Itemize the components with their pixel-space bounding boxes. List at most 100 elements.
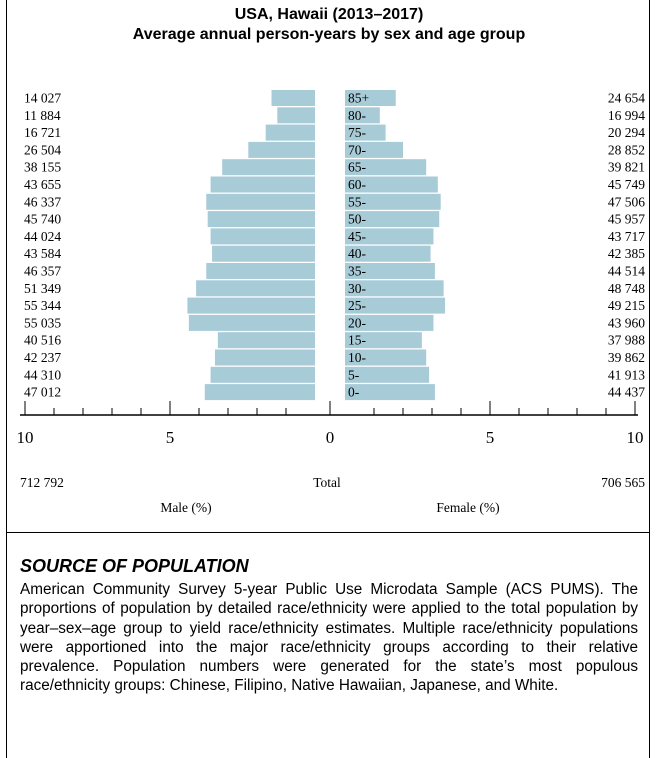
male-bar (206, 193, 315, 210)
female-bar (345, 314, 434, 331)
male-bar (248, 141, 315, 158)
female-bar (345, 159, 427, 176)
male-count-label: 38 155 (24, 160, 61, 175)
female-count-label: 44 514 (608, 264, 645, 279)
female-count-label: 47 506 (608, 194, 645, 209)
male-count-label: 11 884 (24, 108, 61, 123)
age-group-label: 15- (348, 333, 367, 348)
female-bar (345, 228, 434, 245)
male-count-label: 46 337 (24, 194, 61, 209)
age-group-label: 80- (348, 108, 367, 123)
male-count-label: 43 655 (24, 177, 61, 192)
male-bar (217, 332, 315, 349)
female-total: 706 565 (601, 475, 645, 490)
source-text: American Community Survey 5-year Public … (20, 581, 638, 695)
female-count-label: 37 988 (608, 333, 645, 348)
male-bar (207, 211, 315, 228)
male-bar (277, 107, 315, 124)
population-pyramid: 85+ 14 027 24 654 80- 11 884 16 994 75- 16 721 2… (17, 90, 645, 515)
female-bar (345, 211, 440, 228)
age-group-label: 20- (348, 315, 367, 330)
female-count-label: 39 862 (608, 350, 645, 365)
age-group-label: 10- (348, 350, 367, 365)
female-count-label: 45 749 (608, 177, 645, 192)
female-bar (345, 366, 430, 383)
female-count-label: 28 852 (608, 142, 645, 157)
female-axis-title: Female (%) (436, 500, 499, 515)
female-bar (345, 384, 435, 401)
female-bar (345, 193, 441, 210)
age-group-label: 55- (348, 194, 367, 209)
male-count-label: 44 024 (24, 229, 61, 244)
age-group-label: 70- (348, 142, 367, 157)
female-count-label: 39 821 (608, 160, 645, 175)
male-count-label: 55 035 (24, 315, 61, 330)
chart-frame (6, 0, 650, 533)
male-count-label: 43 584 (24, 246, 61, 261)
age-group-label: 30- (348, 281, 367, 296)
female-count-label: 44 437 (608, 385, 645, 400)
age-group-label: 35- (348, 264, 367, 279)
age-group-label: 45- (348, 229, 367, 244)
male-count-label: 40 516 (24, 333, 61, 348)
female-bar (345, 245, 431, 262)
male-count-label: 26 504 (24, 142, 61, 157)
male-bar (210, 228, 315, 245)
male-count-label: 42 237 (24, 350, 61, 365)
female-count-label: 41 913 (608, 367, 645, 382)
female-bar (345, 90, 396, 106)
source-heading: SOURCE OF POPULATION (20, 556, 249, 576)
age-group-label: 65- (348, 160, 367, 175)
male-bar (188, 314, 315, 331)
female-bar (345, 297, 446, 314)
female-bar (345, 141, 403, 158)
female-bar (345, 280, 444, 297)
age-group-label: 40- (348, 246, 367, 261)
male-total: 712 792 (20, 475, 64, 490)
x-tick-label: 10 (627, 428, 644, 447)
female-bar (345, 349, 427, 366)
male-count-label: 51 349 (24, 281, 61, 296)
male-bar (271, 90, 315, 106)
male-count-label: 14 027 (24, 91, 61, 106)
male-bar (212, 245, 315, 262)
male-bar (206, 263, 315, 279)
male-count-label: 55 344 (24, 298, 61, 313)
male-count-label: 46 357 (24, 264, 61, 279)
male-count-label: 16 721 (24, 125, 61, 140)
female-bar (345, 176, 438, 193)
female-count-label: 49 215 (608, 298, 645, 313)
chart-title: USA, Hawaii (2013–2017) (234, 6, 424, 23)
total-label: Total (313, 475, 341, 490)
male-count-label: 47 012 (24, 385, 61, 400)
age-group-label: 0- (348, 385, 360, 400)
male-bar (210, 366, 315, 383)
age-group-label: 60- (348, 177, 367, 192)
male-bar (210, 176, 315, 193)
age-group-label: 85+ (348, 91, 369, 106)
age-group-label: 5- (348, 367, 360, 382)
male-bar (196, 280, 315, 297)
x-tick-label: 10 (17, 428, 34, 447)
female-bar (345, 263, 435, 279)
male-bar (204, 384, 315, 401)
chart-subtitle: Average annual person-years by sex and a… (132, 26, 526, 43)
male-bar (265, 124, 315, 141)
male-bar (214, 349, 315, 366)
female-count-label: 48 748 (608, 281, 645, 296)
age-group-label: 50- (348, 212, 367, 227)
male-bar (222, 159, 315, 176)
female-count-label: 43 960 (608, 315, 645, 330)
age-group-label: 25- (348, 298, 367, 313)
x-tick-label: 5 (166, 428, 175, 447)
male-count-label: 44 310 (24, 367, 61, 382)
female-bar (345, 107, 380, 124)
female-count-label: 43 717 (608, 229, 645, 244)
female-count-label: 20 294 (608, 125, 645, 140)
female-count-label: 42 385 (608, 246, 645, 261)
female-count-label: 24 654 (608, 91, 645, 106)
x-tick-label: 5 (486, 428, 495, 447)
x-tick-label: 0 (326, 428, 335, 447)
female-count-label: 16 994 (608, 108, 645, 123)
male-count-label: 45 740 (24, 212, 61, 227)
